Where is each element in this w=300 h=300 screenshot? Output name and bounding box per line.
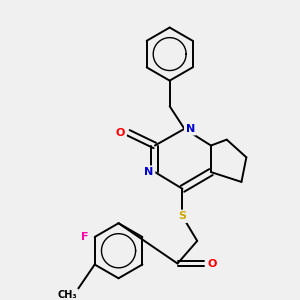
Text: N: N (144, 167, 154, 177)
Text: F: F (81, 232, 88, 242)
Text: O: O (207, 259, 217, 269)
Text: S: S (178, 211, 187, 221)
Text: N: N (186, 124, 195, 134)
Text: O: O (116, 128, 125, 138)
Text: CH₃: CH₃ (58, 290, 77, 300)
